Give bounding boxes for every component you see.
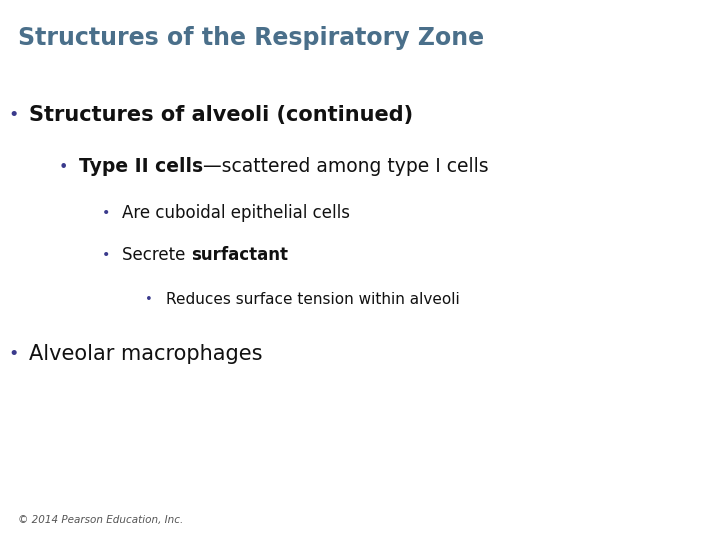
Text: Type II cells: Type II cells (79, 158, 203, 177)
Text: Alveolar macrophages: Alveolar macrophages (29, 344, 262, 364)
Text: © 2014 Pearson Education, Inc.: © 2014 Pearson Education, Inc. (18, 515, 184, 525)
Text: surfactant: surfactant (191, 246, 288, 264)
Text: Structures of the Respiratory Zone: Structures of the Respiratory Zone (18, 26, 484, 50)
Text: •: • (9, 106, 19, 124)
Text: Structures of alveoli (continued): Structures of alveoli (continued) (29, 105, 413, 125)
Text: •: • (9, 345, 19, 363)
Text: •: • (102, 206, 111, 220)
Text: Secrete: Secrete (122, 246, 191, 264)
Text: •: • (102, 248, 111, 262)
Text: —scattered among type I cells: —scattered among type I cells (203, 158, 489, 177)
Text: •: • (59, 159, 68, 174)
Text: Are cuboidal epithelial cells: Are cuboidal epithelial cells (122, 204, 351, 222)
Text: •: • (145, 293, 153, 306)
Text: Reduces surface tension within alveoli: Reduces surface tension within alveoli (166, 292, 459, 307)
